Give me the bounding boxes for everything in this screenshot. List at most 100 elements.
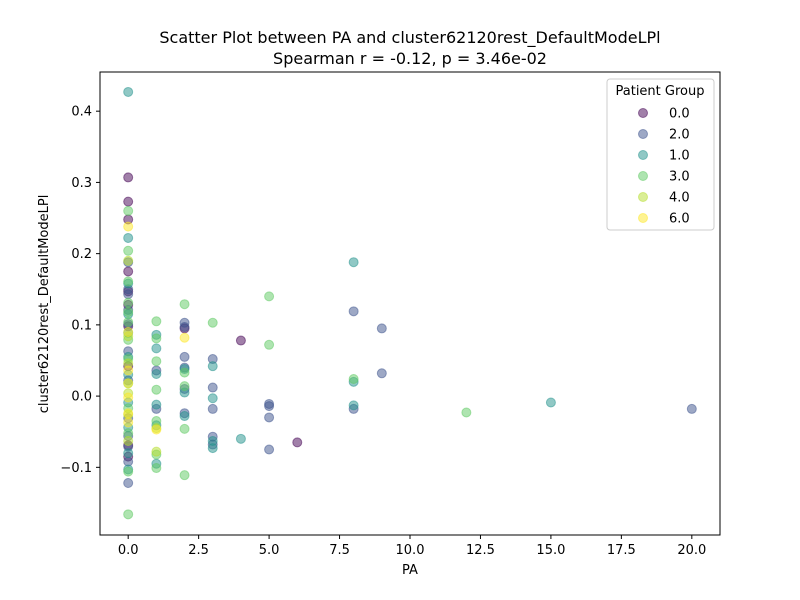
scatter-point [207, 443, 218, 454]
scatter-point [207, 317, 218, 328]
legend-label: 0.0 [669, 107, 690, 122]
y-tick-label: 0.1 [71, 318, 92, 333]
x-tick-label: 12.5 [466, 543, 495, 558]
scatter-point [123, 378, 134, 389]
x-tick-label: 0.0 [118, 543, 139, 558]
scatter-point [123, 289, 134, 300]
scatter-point [264, 412, 275, 423]
scatter-point [376, 323, 387, 334]
y-tick-label: 0.0 [71, 390, 92, 405]
legend-entries: 0.0 2.0 1.0 3.0 4.0 6.0 [638, 107, 690, 227]
scatter-point [151, 446, 162, 457]
legend-label: 6.0 [669, 212, 690, 227]
scatter-point [348, 257, 359, 268]
legend-marker [638, 150, 648, 160]
scatter-point [179, 299, 190, 310]
x-tick-label: 15.0 [536, 543, 565, 558]
scatter-point [151, 384, 162, 395]
scatter-point [151, 343, 162, 354]
x-tick-label: 2.5 [188, 543, 209, 558]
x-tick-label: 20.0 [677, 543, 706, 558]
scatter-point [207, 382, 218, 393]
y-axis-label: cluster62120rest_DefaultModeLPl [37, 195, 52, 414]
scatter-point [123, 317, 134, 328]
scatter-point [123, 196, 134, 207]
scatter-point [123, 266, 134, 277]
scatter-point [123, 509, 134, 520]
scatter-point [686, 403, 697, 414]
chart-subtitle: Spearman r = -0.12, p = 3.46e-02 [273, 49, 547, 68]
scatter-point [123, 297, 134, 308]
scatter-point [123, 232, 134, 243]
x-tick-label: 10.0 [396, 543, 425, 558]
chart-title: Scatter Plot between PA and cluster62120… [159, 28, 660, 48]
y-tick-label: −0.1 [60, 461, 92, 476]
scatter-point [151, 356, 162, 367]
scatter-point [207, 361, 218, 372]
legend-label: 4.0 [669, 191, 690, 206]
legend-label: 2.0 [669, 128, 690, 143]
scatter-point [461, 407, 472, 418]
scatter-point [348, 374, 359, 384]
scatter-point [207, 393, 218, 404]
scatter-point [151, 399, 162, 410]
scatter-point [179, 351, 190, 362]
legend-box [606, 78, 715, 231]
scatter-point [151, 369, 162, 380]
y-tick-label: 0.3 [71, 176, 92, 191]
scatter-point [123, 417, 134, 428]
scatter-point [123, 205, 134, 216]
scatter-point [348, 400, 359, 411]
x-tick-label: 17.5 [607, 543, 636, 558]
scatter-point [123, 466, 134, 477]
scatter-point [123, 326, 134, 337]
scatter-point [151, 333, 162, 344]
scatter-point [123, 365, 134, 376]
scatter-point [348, 306, 359, 317]
scatter-point [264, 291, 275, 302]
legend-marker [638, 213, 648, 223]
points-layer [123, 86, 697, 520]
scatter-point [264, 339, 275, 350]
legend-marker [638, 129, 648, 139]
x-tick-label: 7.5 [329, 543, 350, 558]
scatter-point [179, 470, 190, 481]
scatter-point [123, 435, 134, 446]
scatter-point [207, 403, 218, 414]
plot-frame [99, 71, 721, 536]
y-axis-ticks: −0.1 0.0 0.1 0.2 0.3 0.4 [60, 105, 100, 476]
legend-marker [638, 171, 648, 181]
legend-marker [638, 192, 648, 202]
scatter-point [179, 381, 190, 392]
scatter-point [123, 221, 134, 232]
scatter-point [123, 448, 134, 459]
scatter-point [151, 424, 162, 435]
legend: Patient Group 0.0 2.0 1.0 3.0 4.0 6.0 [606, 78, 715, 231]
scatter-point [179, 367, 190, 378]
scatter-point [123, 392, 134, 403]
series-group [123, 221, 190, 435]
scatter-point [151, 316, 162, 327]
scatter-point [123, 245, 134, 256]
x-axis-ticks: 0.0 2.5 5.0 7.5 10.0 12.5 15.0 17.5 20.0 [118, 535, 706, 558]
scatter-point [123, 408, 134, 419]
x-axis-label: PA [402, 563, 418, 578]
scatter-point [235, 335, 246, 346]
scatter-point [545, 397, 556, 408]
scatter-point [123, 255, 134, 266]
legend-title: Patient Group [616, 84, 705, 99]
scatter-point [179, 322, 190, 333]
scatter-point [292, 437, 303, 448]
scatter-point [179, 411, 190, 422]
scatter-point [123, 172, 134, 183]
legend-marker [638, 108, 648, 118]
legend-label: 1.0 [669, 149, 690, 164]
scatter-point [264, 444, 275, 455]
x-tick-label: 5.0 [259, 543, 280, 558]
scatter-point [179, 423, 190, 434]
scatter-point [123, 86, 134, 97]
scatter-point [264, 401, 275, 412]
scatter-point [123, 478, 134, 488]
scatter-point [235, 433, 246, 444]
